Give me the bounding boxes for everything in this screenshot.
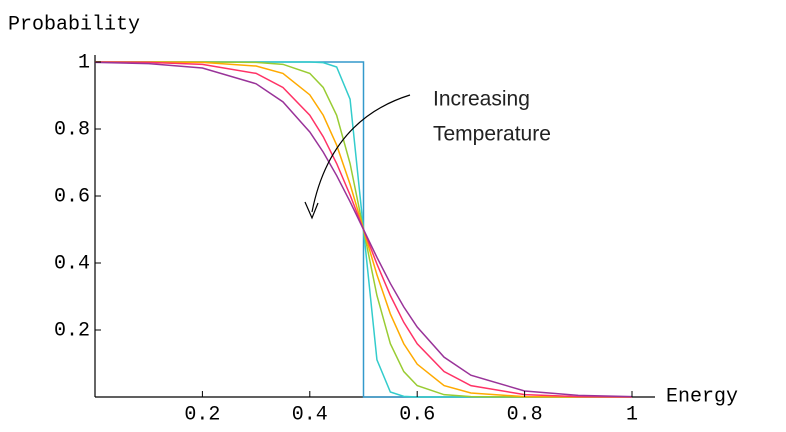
annotation: Increasing — [433, 88, 530, 111]
y-tick-label: 0.4 — [54, 252, 90, 275]
x-tick-label: 0.6 — [399, 403, 435, 426]
plot — [94, 61, 633, 398]
annotation: Temperature — [433, 123, 551, 146]
line — [94, 61, 633, 398]
y-axis-label: Probability — [8, 13, 140, 36]
x-tick-label: 1 — [626, 403, 638, 426]
x-tick-label: 0.2 — [184, 403, 220, 426]
y-tick-label: 1 — [78, 51, 90, 74]
arrow — [311, 94, 411, 213]
x-tick-label: 0.4 — [292, 403, 328, 426]
y-tick-label: 0.2 — [54, 319, 90, 342]
x-axis-label: Energy — [666, 385, 738, 408]
y-tick-label: 0.6 — [54, 185, 90, 208]
arrow-head — [304, 201, 319, 220]
y-tick-label: 0.8 — [54, 118, 90, 141]
x-tick-label: 0.8 — [507, 403, 543, 426]
